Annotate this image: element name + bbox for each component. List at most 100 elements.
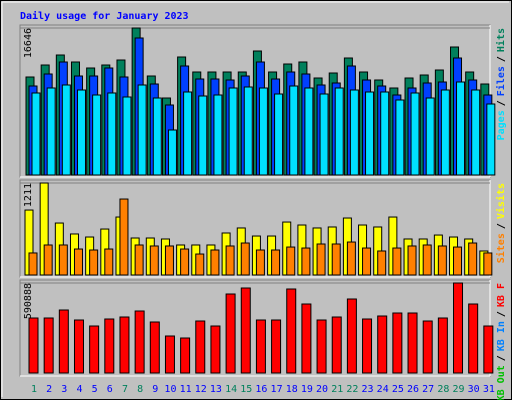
bar xyxy=(152,97,162,176)
bar xyxy=(362,247,372,276)
y-tick-label: 590888 xyxy=(23,283,34,319)
bar xyxy=(346,298,357,374)
bar xyxy=(286,246,296,276)
bar xyxy=(410,92,420,176)
x-tick-label: 25 xyxy=(392,384,404,395)
x-tick-label: 24 xyxy=(377,384,389,395)
legend-separator: / xyxy=(496,223,507,229)
bar xyxy=(301,247,311,276)
bar xyxy=(365,91,375,176)
bar xyxy=(119,198,129,276)
bar xyxy=(331,316,342,374)
bar xyxy=(92,94,102,176)
x-tick-label: 8 xyxy=(137,384,143,395)
bar xyxy=(167,129,177,176)
bar xyxy=(286,288,297,374)
bar xyxy=(271,319,282,374)
bar xyxy=(225,245,235,276)
bar xyxy=(183,91,193,176)
legend-separator: / xyxy=(496,56,507,62)
x-tick-label: 30 xyxy=(468,384,480,395)
x-tick-label: 4 xyxy=(76,384,82,395)
bar xyxy=(195,320,206,374)
bar xyxy=(104,248,114,276)
bar xyxy=(349,89,359,176)
bar xyxy=(346,241,356,276)
bar xyxy=(137,84,147,176)
bar xyxy=(255,319,266,374)
legend-entry: Files xyxy=(495,66,507,96)
bar xyxy=(289,85,299,176)
bar xyxy=(149,245,159,276)
x-tick-label: 26 xyxy=(407,384,419,395)
bar xyxy=(73,319,84,374)
bar xyxy=(43,244,53,276)
legend-entry: Hits xyxy=(495,28,507,52)
bar xyxy=(43,317,54,374)
bar xyxy=(316,319,327,374)
bar xyxy=(58,244,68,276)
legend-entry: KB In xyxy=(496,321,507,351)
bar xyxy=(437,245,447,276)
x-tick-label: 28 xyxy=(437,384,449,395)
bar xyxy=(210,325,221,374)
bar xyxy=(422,244,432,276)
x-tick-label: 18 xyxy=(286,384,298,395)
bar xyxy=(316,243,326,276)
bar xyxy=(210,249,220,276)
bar xyxy=(195,253,205,276)
bar xyxy=(486,103,496,176)
x-tick-label: 23 xyxy=(362,384,374,395)
bar xyxy=(134,244,144,276)
bar xyxy=(453,246,463,276)
bar xyxy=(258,87,268,176)
x-tick-label: 1 xyxy=(31,384,37,395)
bar xyxy=(225,293,236,374)
x-tick-label: 13 xyxy=(210,384,222,395)
bar xyxy=(425,97,435,176)
bar xyxy=(407,245,417,276)
x-tick-label: 31 xyxy=(483,384,495,395)
bar xyxy=(180,337,191,374)
bar xyxy=(301,303,312,374)
x-tick-label: 14 xyxy=(225,384,237,395)
bar xyxy=(240,242,250,276)
x-tick-label: 27 xyxy=(422,384,434,395)
bar xyxy=(274,93,284,176)
bar xyxy=(395,99,405,176)
bar xyxy=(149,321,160,374)
bar xyxy=(271,249,281,276)
bar xyxy=(380,91,390,176)
bar xyxy=(468,242,478,276)
bar xyxy=(407,312,418,374)
bar xyxy=(164,335,175,374)
bar xyxy=(122,96,132,176)
bar xyxy=(240,287,251,374)
bar xyxy=(392,247,402,276)
bar xyxy=(31,92,41,176)
x-tick-label: 3 xyxy=(61,384,67,395)
bar xyxy=(28,252,38,276)
x-tick-label: 20 xyxy=(316,384,328,395)
bar xyxy=(255,249,265,276)
bar xyxy=(362,318,373,374)
bar xyxy=(243,86,253,176)
bar xyxy=(58,309,69,374)
legend-entry: Sites xyxy=(495,233,507,263)
bar xyxy=(164,245,174,276)
bar xyxy=(76,89,86,176)
y-tick-label: 1211 xyxy=(23,183,34,207)
bar xyxy=(377,315,388,374)
legend-entry: Visits xyxy=(495,183,507,219)
x-tick-label: 29 xyxy=(452,384,464,395)
bar xyxy=(392,312,403,374)
bar xyxy=(89,249,99,276)
bar xyxy=(471,89,481,176)
x-tick-label: 21 xyxy=(331,384,343,395)
legend-entry: KB Out xyxy=(496,365,507,400)
bar xyxy=(73,248,83,276)
bar xyxy=(213,94,223,176)
chart-title: Daily usage for January 2023 xyxy=(20,10,189,22)
x-tick-label: 10 xyxy=(164,384,176,395)
x-tick-label: 17 xyxy=(271,384,283,395)
